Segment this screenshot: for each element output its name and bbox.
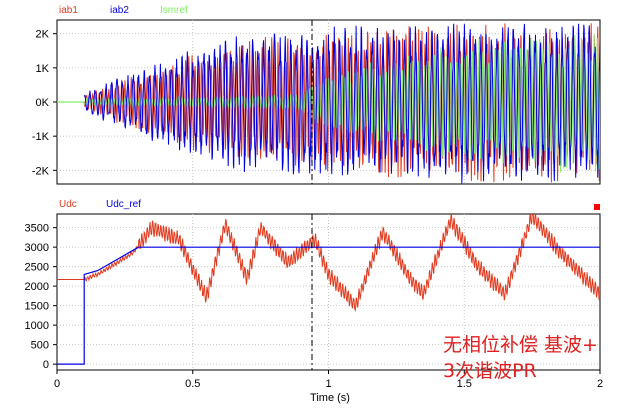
bottom-panel: 0 500 1000 1500 2000 2500 3000 3500 0 0.5 1 1.5 2 U… <box>25 199 604 404</box>
y-tick-label: 2500 <box>25 262 49 274</box>
annotation-line-1: 无相位补偿 基波+ <box>443 334 598 356</box>
y-tick-label: 0K <box>36 97 50 109</box>
legend-ismref: Ismref <box>160 5 188 16</box>
legend-udc-ref: Udc_ref <box>106 199 141 210</box>
x-axis: 0 0.5 1 1.5 2 <box>54 370 603 390</box>
x-tick-label: 2 <box>597 378 603 390</box>
legend-iab2: iab2 <box>110 5 129 16</box>
top-panel: -2K -1K 0K 1K 2K iab1 iab2 Ismref <box>32 5 601 185</box>
top-y-axis: -2K -1K 0K 1K 2K <box>32 29 57 177</box>
trace-iab2 <box>83 23 600 184</box>
y-tick-label: 500 <box>31 340 49 352</box>
y-tick-label: 2000 <box>25 281 49 293</box>
y-tick-label: -1K <box>32 131 50 143</box>
x-tick-label: 1.5 <box>457 378 472 390</box>
y-tick-label: 2K <box>36 29 50 41</box>
x-tick-label: 0.5 <box>185 378 200 390</box>
y-tick-label: 1K <box>36 63 50 75</box>
y-tick-label: 3500 <box>25 223 49 235</box>
x-axis-label: Time (s) <box>310 392 350 404</box>
y-tick-label: 0 <box>43 359 49 371</box>
trace-udc <box>57 214 600 313</box>
x-tick-label: 1 <box>325 378 331 390</box>
x-tick-label: 0 <box>54 378 60 390</box>
y-tick-label: 1000 <box>25 320 49 332</box>
top-traces <box>57 23 600 184</box>
legend-udc: Udc <box>59 199 77 210</box>
bottom-traces <box>57 214 600 365</box>
y-tick-label: 1500 <box>25 301 49 313</box>
annotation-line-2: 3次谐波PR <box>443 360 537 382</box>
bottom-y-axis: 0 500 1000 1500 2000 2500 3000 3500 <box>25 223 57 371</box>
panel-marker-icon[interactable] <box>594 204 600 210</box>
y-tick-label: -2K <box>32 165 50 177</box>
legend-iab1: iab1 <box>59 5 78 16</box>
y-tick-label: 3000 <box>25 242 49 254</box>
trace-udc-ref <box>57 246 600 365</box>
